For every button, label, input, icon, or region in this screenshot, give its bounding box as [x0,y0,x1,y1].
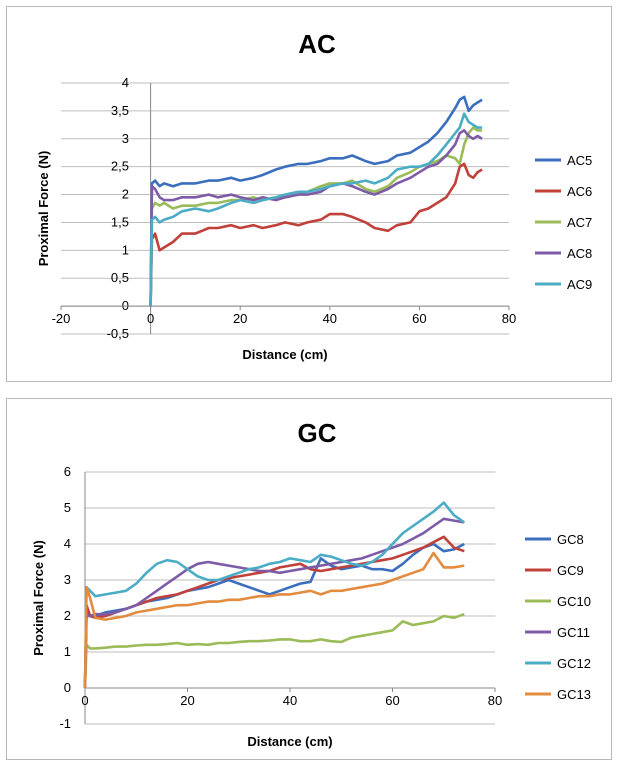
x-tick-label: 60 [385,693,399,708]
legend-label-ac8: AC8 [567,246,592,261]
x-tick-label: 20 [233,311,247,326]
y-tick-label: 0 [64,680,71,695]
legend-label-ac6: AC6 [567,184,592,199]
y-tick-label: 2 [64,608,71,623]
y-tick-label: 1 [64,644,71,659]
x-tick-label: 20 [180,693,194,708]
x-tick-label: 40 [323,311,337,326]
legend-label-gc10: GC10 [557,594,591,609]
series-line-gc10 [83,612,465,689]
x-tick-label: -20 [52,311,71,326]
y-tick-label: 6 [64,464,71,479]
chart-ac: AC-0,500,511,522,533,54-20020406080Dista… [36,29,592,362]
x-tick-label: 80 [488,693,502,708]
series-line-ac8 [149,129,483,307]
legend-label-gc13: GC13 [557,687,591,702]
x-axis-title: Distance (cm) [242,347,327,362]
legend-label-ac9: AC9 [567,277,592,292]
y-tick-label: 0,5 [111,270,129,285]
x-tick-label: 60 [412,311,426,326]
chart-title: AC [298,29,336,59]
y-tick-label: 3,5 [111,103,129,118]
series-line-ac6 [149,162,483,307]
y-tick-label: -0,5 [107,326,129,341]
series-line-ac5 [149,95,483,307]
y-axis-title: Proximal Force (N) [31,540,46,656]
y-tick-label: 5 [64,500,71,515]
x-tick-label: 0 [147,311,154,326]
legend-label-gc9: GC9 [557,563,584,578]
y-axis-title: Proximal Force (N) [36,151,51,267]
chart-title: GC [298,418,337,448]
y-tick-label: 1,5 [111,214,129,229]
x-tick-label: 80 [502,311,516,326]
series-line-gc11 [83,517,465,689]
y-tick-label: 4 [64,536,71,551]
y-tick-label: 3 [122,131,129,146]
chart-ac-panel: AC-0,500,511,522,533,54-20020406080Dista… [6,6,612,382]
x-tick-label: 0 [81,693,88,708]
y-tick-label: 3 [64,572,71,587]
series-line-gc12 [83,501,466,689]
legend-label-gc8: GC8 [557,532,584,547]
x-tick-label: 40 [283,693,297,708]
y-tick-label: 1 [122,242,129,257]
y-tick-label: 2 [122,187,129,202]
legend-label-ac7: AC7 [567,215,592,230]
y-tick-label: 4 [122,75,129,90]
x-axis-title: Distance (cm) [247,734,332,749]
series-line-ac7 [149,126,483,307]
y-tick-label: 2,5 [111,159,129,174]
legend-label-gc11: GC11 [557,625,590,640]
chart-gc-panel: GC -1 0 1 2 3 4 5 6 0 20 40 60 80 Distance (cm) Proxima… [6,398,612,760]
series-line-gc13 [83,551,465,689]
y-tick-label: -1 [59,716,71,731]
legend-label-ac5: AC5 [567,153,592,168]
series-line-ac9 [149,112,483,307]
legend-label-gc12: GC12 [557,656,591,671]
